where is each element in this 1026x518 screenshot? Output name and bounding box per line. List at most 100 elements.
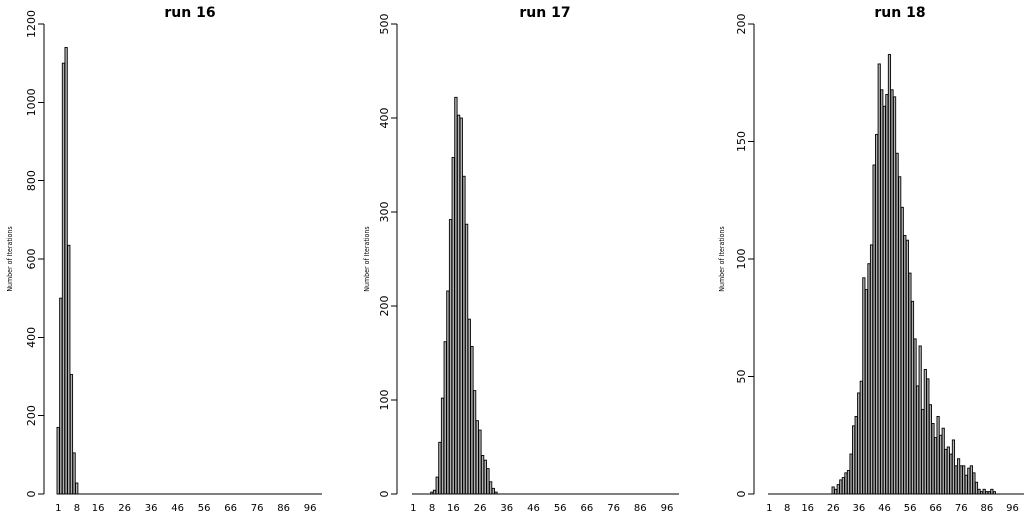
y-tick-label: 0	[25, 491, 38, 498]
bar	[75, 482, 79, 495]
bar	[438, 441, 442, 495]
y-tick-label: 100	[378, 390, 391, 411]
bar	[430, 491, 434, 495]
bar	[475, 420, 479, 495]
chart-title: run 17	[519, 5, 570, 21]
bar	[56, 426, 60, 495]
x-tick-label: 1	[410, 503, 416, 514]
bar	[892, 96, 897, 495]
bar	[877, 63, 881, 495]
x-tick-label: 16	[801, 503, 814, 514]
bar	[982, 488, 986, 495]
bar	[923, 369, 927, 495]
x-tick-label: 8	[429, 503, 435, 514]
x-tick-label: 66	[224, 503, 237, 514]
bar	[921, 408, 925, 495]
y-tick-label: 800	[25, 170, 38, 191]
bar	[964, 474, 968, 495]
x-tick-label: 76	[607, 503, 620, 514]
bar	[985, 491, 989, 495]
bar	[992, 491, 996, 495]
x-tick-label: 96	[1006, 503, 1019, 514]
bar	[944, 448, 948, 495]
x-tick-label: 16	[92, 503, 105, 514]
bar	[956, 458, 961, 495]
bar	[857, 392, 861, 495]
bar	[494, 491, 498, 495]
chart-title: run 18	[874, 5, 925, 21]
bar	[491, 487, 495, 495]
chart-panel-3: run 18 Number of Iterations 0 50 100 150 200 1 8…	[718, 5, 1024, 514]
bar	[483, 459, 487, 495]
x-tick-label: 86	[981, 503, 994, 514]
bar	[849, 453, 853, 495]
bar	[472, 390, 477, 495]
y-tick-label: 100	[735, 249, 748, 270]
bar	[836, 484, 840, 495]
bar	[908, 272, 912, 495]
x-tick-label: 16	[447, 503, 460, 514]
x-tick-label: 36	[145, 503, 158, 514]
bar	[859, 380, 863, 495]
bar	[432, 489, 437, 495]
y-tick-label: 0	[378, 491, 391, 498]
y-tick-label: 400	[378, 108, 391, 129]
bar	[959, 465, 963, 495]
bar	[59, 297, 63, 495]
bar	[459, 117, 463, 495]
bar	[854, 416, 858, 495]
bar	[887, 54, 892, 495]
bar	[972, 472, 976, 495]
bar	[928, 404, 932, 495]
bar	[841, 477, 845, 495]
bar	[454, 96, 458, 495]
bar	[478, 429, 482, 495]
bar	[448, 219, 453, 495]
bar	[72, 452, 76, 495]
bar	[885, 94, 889, 495]
y-axis-label: Number of Iterations	[718, 226, 726, 291]
bar	[64, 47, 68, 495]
y-tick-label: 600	[25, 249, 38, 270]
bar	[864, 289, 868, 495]
bar	[900, 206, 904, 495]
chart-panel-2: run 17 Number of Iterations 0 100 200 300 400 5…	[363, 5, 679, 514]
y-tick-label: 400	[25, 327, 38, 348]
y-tick-label: 1000	[25, 88, 38, 116]
x-tick-label: 56	[554, 503, 567, 514]
bar	[852, 425, 856, 495]
bar	[470, 345, 474, 495]
y-tick-label: 300	[378, 202, 391, 223]
bar	[446, 290, 450, 495]
y-tick-label: 0	[735, 491, 748, 498]
y-tick-label: 200	[25, 405, 38, 426]
x-tick-label: 26	[827, 503, 840, 514]
bar	[903, 235, 907, 495]
bar	[839, 479, 843, 495]
bar	[954, 465, 958, 495]
bar	[869, 244, 874, 495]
bar	[990, 488, 994, 495]
y-tick-label: 1200	[25, 10, 38, 38]
bar	[967, 467, 971, 495]
x-tick-label: 66	[929, 503, 942, 514]
bar	[890, 89, 894, 495]
bar	[946, 446, 950, 495]
bar	[895, 152, 899, 495]
x-tick-label: 1	[766, 503, 772, 514]
bar	[905, 239, 909, 495]
bar	[910, 300, 915, 495]
x-tick-label: 76	[251, 503, 264, 514]
bar	[977, 488, 981, 495]
bar	[880, 89, 884, 495]
x-tick-label: 96	[304, 503, 317, 514]
bar	[451, 157, 455, 495]
bar	[462, 175, 466, 495]
bar	[949, 453, 953, 495]
bar	[875, 133, 879, 495]
bar	[987, 491, 991, 495]
x-tick-label: 86	[277, 503, 290, 514]
y-axis-label: Number of Iterations	[363, 226, 371, 291]
bar	[898, 176, 902, 495]
